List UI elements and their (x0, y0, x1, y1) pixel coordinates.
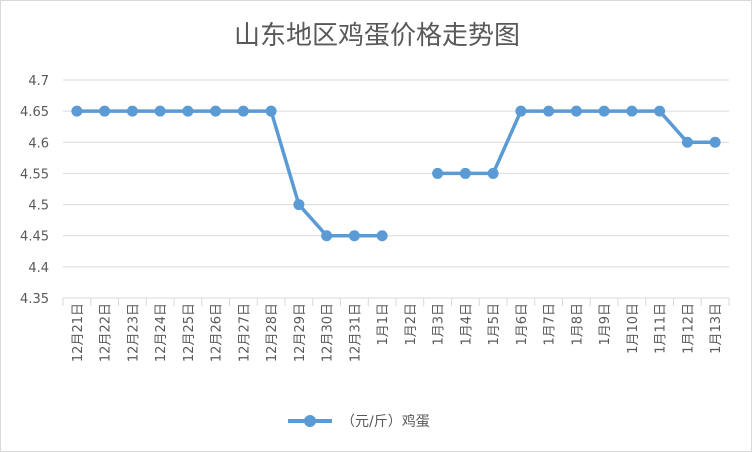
data-point (348, 230, 360, 242)
y-tick-label: 4.6 (28, 136, 49, 151)
data-point (154, 105, 166, 117)
data-point (543, 105, 555, 117)
data-point (432, 167, 444, 179)
x-tick-label: 12月31日 (348, 303, 363, 362)
data-point (626, 105, 638, 117)
y-tick-label: 4.35 (20, 292, 49, 307)
x-tick-label: 1月4日 (459, 303, 474, 346)
x-tick-label: 12月21日 (71, 303, 86, 362)
data-point (515, 105, 527, 117)
x-tick-label: 1月2日 (404, 303, 419, 346)
data-point (321, 230, 333, 242)
x-axis: 12月21日 12月22日 12月23日 12月24日 12月25日 12月26日 12月2… (62, 297, 730, 362)
data-point (210, 105, 222, 117)
x-tick-label: 12月29日 (293, 303, 308, 362)
x-tick-label: 1月5日 (487, 303, 502, 346)
data-point (459, 167, 471, 179)
x-tick-label: 1月13日 (709, 303, 724, 354)
x-tick-label: 1月10日 (626, 303, 641, 354)
data-point (570, 105, 582, 117)
x-tick-label: 1月6日 (515, 303, 530, 346)
legend-marker-icon (304, 415, 316, 427)
data-point (99, 105, 111, 117)
legend: （元/斤）鸡蛋 (288, 413, 430, 430)
series-group (71, 105, 721, 242)
data-point (237, 105, 249, 117)
x-tick-label: 1月1日 (376, 303, 391, 346)
data-point (182, 105, 194, 117)
data-point (126, 105, 138, 117)
x-tick-label: 12月24日 (154, 303, 169, 362)
x-tick-label: 12月30日 (321, 303, 336, 362)
x-tick-label: 1月8日 (570, 303, 585, 346)
data-point (71, 105, 83, 117)
y-tick-label: 4.55 (20, 167, 49, 182)
data-point (487, 167, 499, 179)
y-tick-label: 4.5 (28, 199, 49, 214)
x-tick-label: 12月26日 (210, 303, 225, 362)
x-tick-label: 12月23日 (126, 303, 141, 362)
y-tick-label: 4.45 (20, 230, 49, 245)
y-tick-label: 4.4 (28, 261, 49, 276)
x-tick-label: 12月27日 (237, 303, 252, 362)
x-tick-label: 1月11日 (654, 303, 669, 354)
x-tick-label: 1月12日 (681, 303, 696, 354)
data-point (265, 105, 277, 117)
y-tick-label: 4.65 (20, 105, 49, 120)
x-tick-label: 12月25日 (182, 303, 197, 362)
x-tick-label: 12月28日 (265, 303, 280, 362)
x-tick-label: 12月22日 (99, 303, 114, 362)
data-point (681, 136, 693, 148)
x-tick-label: 1月9日 (598, 303, 613, 346)
x-tick-label: 1月3日 (432, 303, 447, 346)
data-point (709, 136, 721, 148)
y-axis: 4.7 4.65 4.6 4.55 4.5 4.45 4.4 4.35 (20, 74, 49, 307)
data-point (293, 199, 305, 211)
x-tick-label: 1月7日 (543, 303, 558, 346)
data-point (598, 105, 610, 117)
data-point (654, 105, 666, 117)
chart-title: 山东地区鸡蛋价格走势图 (234, 21, 520, 51)
data-point (376, 230, 388, 242)
y-tick-label: 4.7 (28, 74, 49, 89)
legend-label: （元/斤）鸡蛋 (341, 413, 430, 430)
